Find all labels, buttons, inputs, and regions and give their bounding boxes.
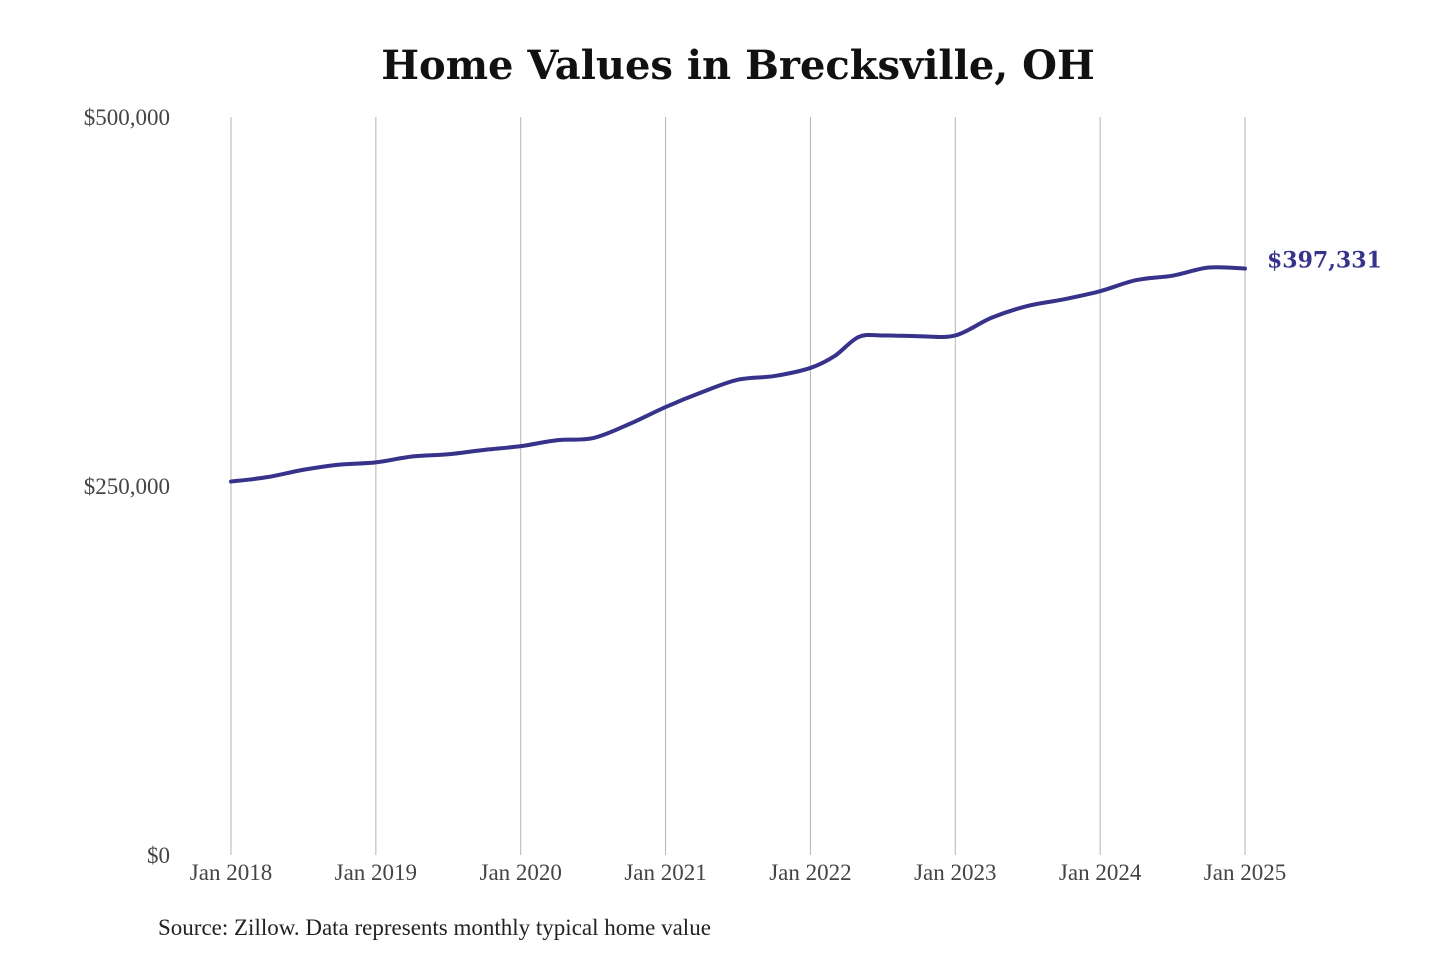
series-line-0 — [229, 265, 1247, 484]
data-point — [1207, 266, 1211, 270]
x-tick-label: Jan 2024 — [1059, 860, 1142, 885]
data-point — [772, 374, 776, 378]
data-point — [833, 354, 837, 358]
data-point — [229, 480, 233, 484]
data-point — [917, 334, 921, 338]
data-point — [410, 454, 414, 458]
data-point — [555, 438, 559, 442]
data-point — [953, 333, 957, 337]
data-point — [591, 436, 595, 440]
x-tick-label: Jan 2020 — [480, 860, 562, 885]
x-tick-label: Jan 2019 — [335, 860, 417, 885]
data-point — [700, 390, 704, 394]
end-value-label: $397,331 — [1267, 248, 1382, 274]
data-point — [446, 452, 450, 456]
x-tick-label: Jan 2025 — [1204, 860, 1286, 885]
data-point — [857, 335, 861, 339]
data-point — [881, 333, 885, 337]
data-point — [1026, 304, 1030, 308]
x-tick-label: Jan 2021 — [624, 860, 706, 885]
y-tick-label: $0 — [147, 843, 170, 868]
data-point — [483, 448, 487, 452]
x-tick-label: Jan 2022 — [769, 860, 851, 885]
data-point — [1098, 289, 1102, 293]
data-point — [808, 366, 812, 370]
data-point — [1134, 278, 1138, 282]
source-note: Source: Zillow. Data represents monthly … — [158, 915, 711, 940]
data-point — [519, 444, 523, 448]
data-point — [627, 422, 631, 426]
x-tick-label: Jan 2018 — [190, 860, 272, 885]
data-point — [990, 316, 994, 320]
data-point — [1243, 267, 1247, 271]
data-point — [265, 475, 269, 479]
data-point — [664, 405, 668, 409]
data-point — [374, 460, 378, 464]
chart-title: Home Values in Brecksville, OH — [381, 42, 1095, 89]
data-point — [736, 378, 740, 382]
data-point — [1062, 297, 1066, 301]
y-tick-label: $500,000 — [84, 105, 170, 130]
x-tick-label: Jan 2023 — [914, 860, 996, 885]
data-point — [301, 468, 305, 472]
data-point — [1171, 274, 1175, 278]
y-tick-label: $250,000 — [84, 474, 170, 499]
data-point — [338, 463, 342, 467]
